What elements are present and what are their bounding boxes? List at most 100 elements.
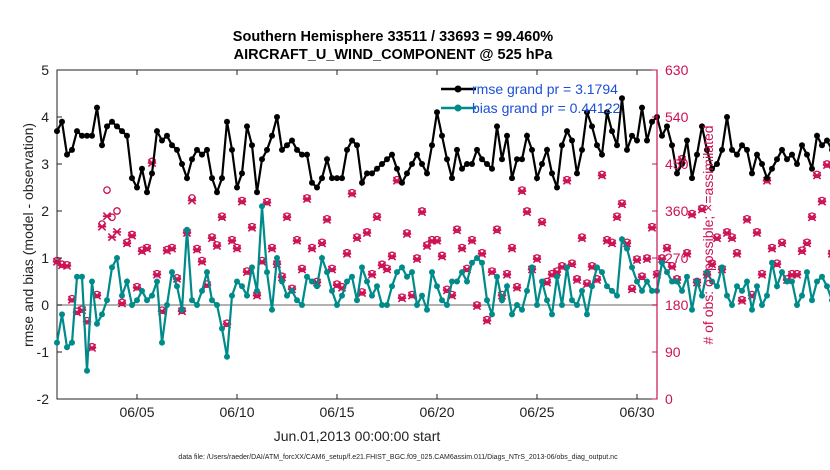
bias-point bbox=[484, 297, 490, 304]
bias-point bbox=[69, 339, 75, 346]
bias-point bbox=[519, 306, 525, 313]
bias-point bbox=[409, 269, 415, 276]
obs-possible-marker bbox=[803, 238, 811, 247]
rmse-point bbox=[664, 123, 670, 130]
rmse-point bbox=[594, 142, 600, 149]
obs-assimilated-marker bbox=[767, 244, 777, 253]
chart-title: Southern Hemisphere 33511 / 33693 = 99.4… bbox=[233, 29, 554, 45]
rmse-point bbox=[629, 132, 635, 139]
bias-point bbox=[754, 283, 760, 290]
bias-point bbox=[599, 269, 605, 276]
obs-assimilated-marker bbox=[317, 239, 327, 248]
bias-point bbox=[554, 273, 560, 280]
rmse-point bbox=[189, 156, 195, 163]
y2-axis-label: # of obs: o=possible; ×=assimilated bbox=[700, 125, 716, 344]
obs-possible-marker bbox=[298, 264, 306, 273]
rmse-point bbox=[139, 165, 145, 172]
rmse-point bbox=[704, 146, 710, 153]
obs-assimilated-marker bbox=[597, 171, 607, 180]
obs-possible-marker bbox=[378, 260, 386, 269]
obs-possible-marker bbox=[348, 188, 356, 197]
obs-possible-marker bbox=[663, 243, 671, 252]
bias-point bbox=[524, 287, 530, 294]
obs-assimilated-marker bbox=[432, 236, 442, 245]
bias-point bbox=[504, 283, 510, 290]
y2-tick-label: 180 bbox=[665, 297, 689, 313]
rmse-point bbox=[439, 132, 445, 139]
bias-point bbox=[784, 278, 790, 285]
obs-assimilated-marker bbox=[642, 254, 652, 264]
rmse-point bbox=[444, 156, 450, 163]
bias-point bbox=[149, 292, 155, 299]
bias-point bbox=[724, 292, 730, 299]
obs-possible-marker bbox=[368, 269, 376, 278]
bias-point bbox=[714, 283, 720, 290]
bias-point bbox=[499, 297, 505, 304]
obs-possible-marker bbox=[268, 243, 276, 252]
bias-point bbox=[159, 339, 165, 346]
rmse-point bbox=[464, 161, 470, 167]
obs-possible-marker bbox=[383, 264, 391, 273]
rmse-point bbox=[779, 146, 785, 153]
obs-possible-marker bbox=[78, 305, 86, 314]
rmse-point bbox=[424, 170, 430, 177]
obs-possible-marker bbox=[618, 199, 626, 208]
rmse-point bbox=[614, 142, 620, 149]
obs-assimilated-marker bbox=[167, 244, 177, 253]
bias-point bbox=[299, 302, 305, 308]
obs-possible-marker bbox=[418, 207, 426, 215]
bias-point bbox=[319, 255, 325, 261]
obs-assimilated-marker bbox=[52, 257, 62, 266]
y2-tick-label: 360 bbox=[665, 203, 689, 219]
obs-assimilated-marker bbox=[62, 261, 72, 270]
bias-point bbox=[324, 269, 330, 276]
bias-point bbox=[769, 259, 775, 266]
rmse-point bbox=[404, 170, 410, 177]
bias-point bbox=[254, 287, 260, 294]
bias-point bbox=[94, 320, 100, 327]
rmse-point bbox=[114, 123, 120, 130]
obs-assimilated-marker bbox=[712, 233, 722, 243]
rmse-point bbox=[279, 146, 285, 153]
obs-assimilated-marker bbox=[562, 176, 572, 185]
obs-assimilated-marker bbox=[297, 265, 307, 274]
rmse-point bbox=[519, 156, 525, 163]
obs-possible-marker bbox=[768, 243, 776, 252]
bias-point bbox=[664, 269, 670, 276]
obs-assimilated-marker bbox=[617, 200, 627, 209]
obs-assimilated-marker bbox=[187, 196, 197, 205]
obs-possible-marker bbox=[153, 269, 161, 278]
obs-possible-marker bbox=[478, 248, 486, 257]
x-tick-label: 06/05 bbox=[119, 404, 154, 420]
obs-possible-marker bbox=[483, 315, 491, 324]
rmse-point bbox=[524, 132, 530, 139]
rmse-point bbox=[744, 146, 750, 153]
obs-assimilated-marker bbox=[707, 260, 717, 269]
bias-point bbox=[514, 302, 520, 308]
rmse-point bbox=[69, 146, 75, 153]
rmse-point bbox=[259, 156, 265, 163]
x-tick-label: 06/25 bbox=[519, 404, 554, 420]
obs-possible-marker bbox=[453, 225, 461, 234]
bias-point bbox=[354, 297, 360, 304]
obs-assimilated-marker bbox=[817, 197, 827, 206]
rmse-point bbox=[399, 179, 405, 186]
bias-point bbox=[89, 278, 95, 285]
obs-possible-marker bbox=[208, 233, 216, 241]
bias-point bbox=[684, 273, 690, 280]
obs-possible-marker bbox=[303, 194, 311, 202]
obs-possible-marker bbox=[123, 238, 131, 247]
obs-assimilated-marker bbox=[112, 227, 122, 237]
bias-point bbox=[729, 302, 735, 308]
bias-point bbox=[54, 339, 60, 346]
obs-possible-marker bbox=[753, 228, 761, 236]
obs-assimilated-marker bbox=[812, 171, 822, 180]
obs-possible-marker bbox=[198, 256, 206, 265]
bias-point bbox=[364, 278, 370, 285]
rmse-point bbox=[789, 151, 795, 158]
rmse-point bbox=[544, 146, 550, 153]
rmse-point bbox=[814, 132, 820, 139]
bias-point bbox=[464, 278, 470, 285]
bias-point bbox=[219, 325, 225, 332]
rmse-point bbox=[234, 184, 240, 191]
